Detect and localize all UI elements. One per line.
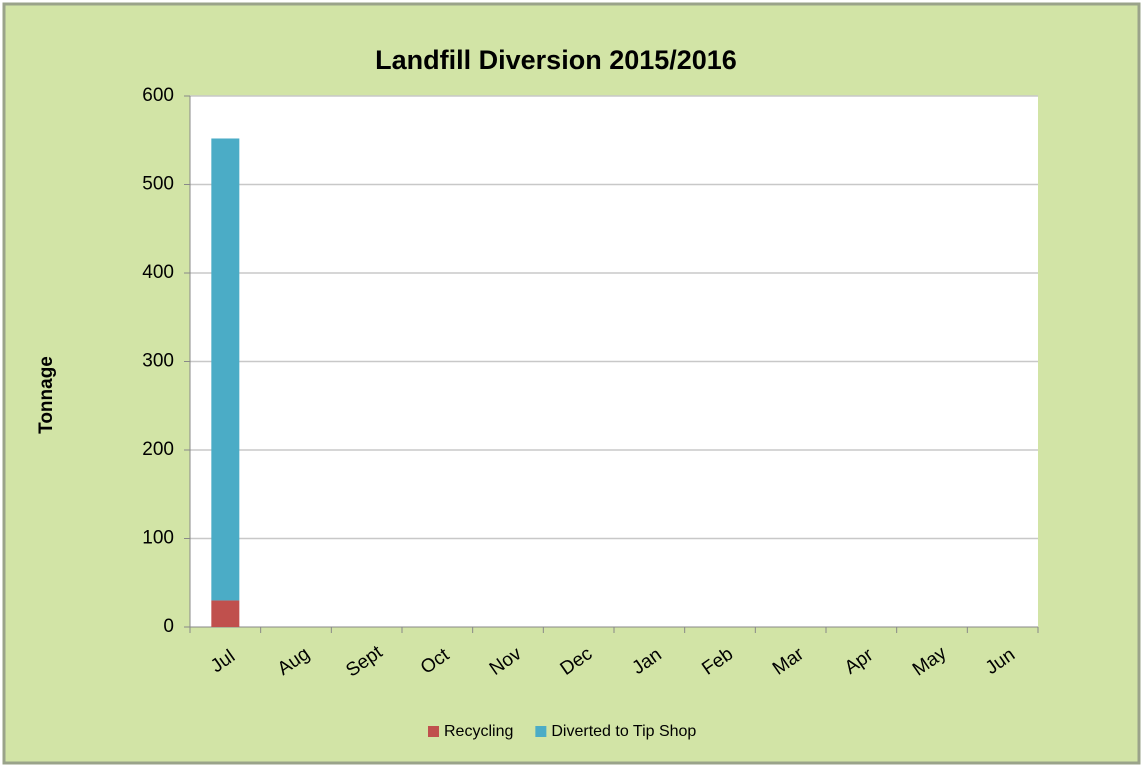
y-tick-label: 400 (142, 262, 174, 283)
bar-segment (211, 138, 240, 601)
bar-segment (211, 600, 240, 627)
y-tick-label: 300 (142, 351, 174, 372)
legend-label: Recycling (444, 723, 513, 740)
y-tick-label: 500 (142, 174, 174, 195)
legend-label: Diverted to Tip Shop (551, 723, 696, 740)
y-axis-label: Tonnage (36, 356, 57, 434)
y-tick-label: 600 (142, 85, 174, 106)
legend-swatch (535, 726, 547, 737)
y-tick-label: 100 (142, 528, 174, 549)
chart-title: Landfill Diversion 2015/2016 (375, 45, 737, 75)
legend-swatch (428, 726, 439, 737)
y-tick-label: 0 (163, 616, 174, 637)
y-tick-label: 200 (142, 439, 174, 460)
